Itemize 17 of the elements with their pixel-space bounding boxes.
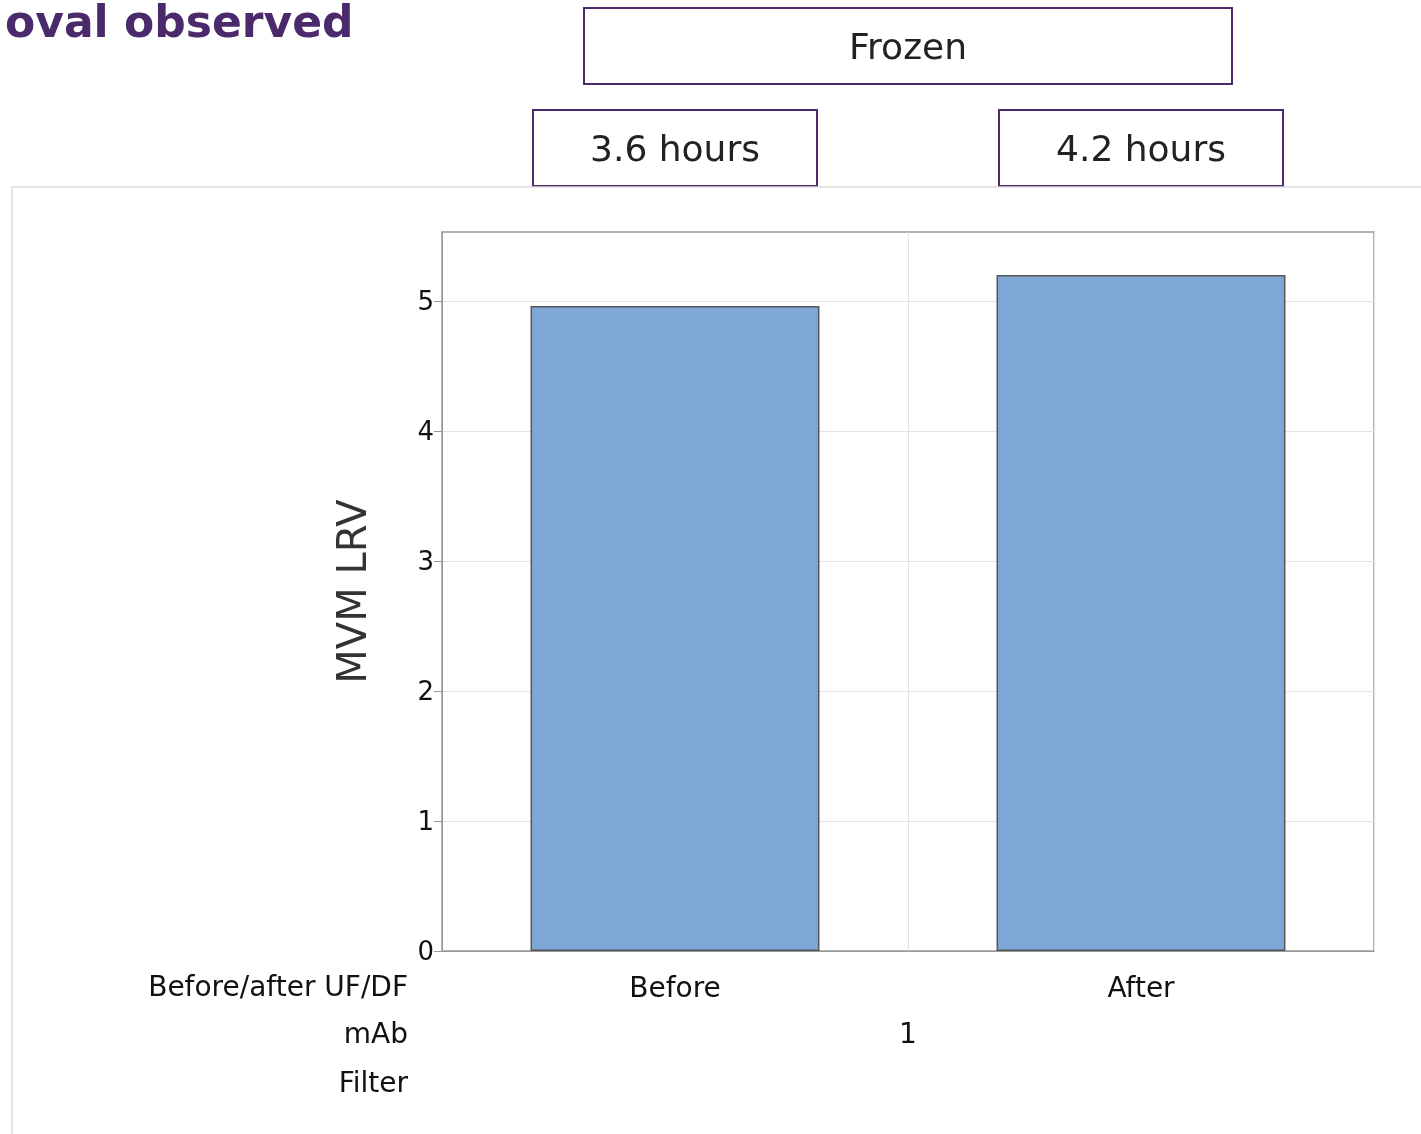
text: Frozen [849, 25, 967, 67]
y-axis-title: MVM LRV [329, 498, 375, 684]
y-tick-label: 0 [417, 936, 434, 966]
x-tick-label: After [1107, 970, 1176, 1004]
y-tick-label: 1 [417, 805, 434, 836]
text: mAb [343, 1016, 408, 1050]
text: Filter [338, 1065, 409, 1099]
y-tick-label: 4 [417, 415, 434, 446]
y-tick-label: 2 [417, 675, 434, 706]
text: 1 [899, 1016, 917, 1050]
text: 3.6 hours [590, 127, 760, 169]
chart-title: oval observed [5, 0, 354, 47]
y-tick-label: 5 [417, 285, 434, 316]
text: 4.2 hours [1056, 127, 1226, 169]
x-tick-label: Before [629, 970, 721, 1004]
x-axis-title: Before/after UF/DF [148, 969, 408, 1003]
y-tick-label: 3 [417, 545, 434, 576]
